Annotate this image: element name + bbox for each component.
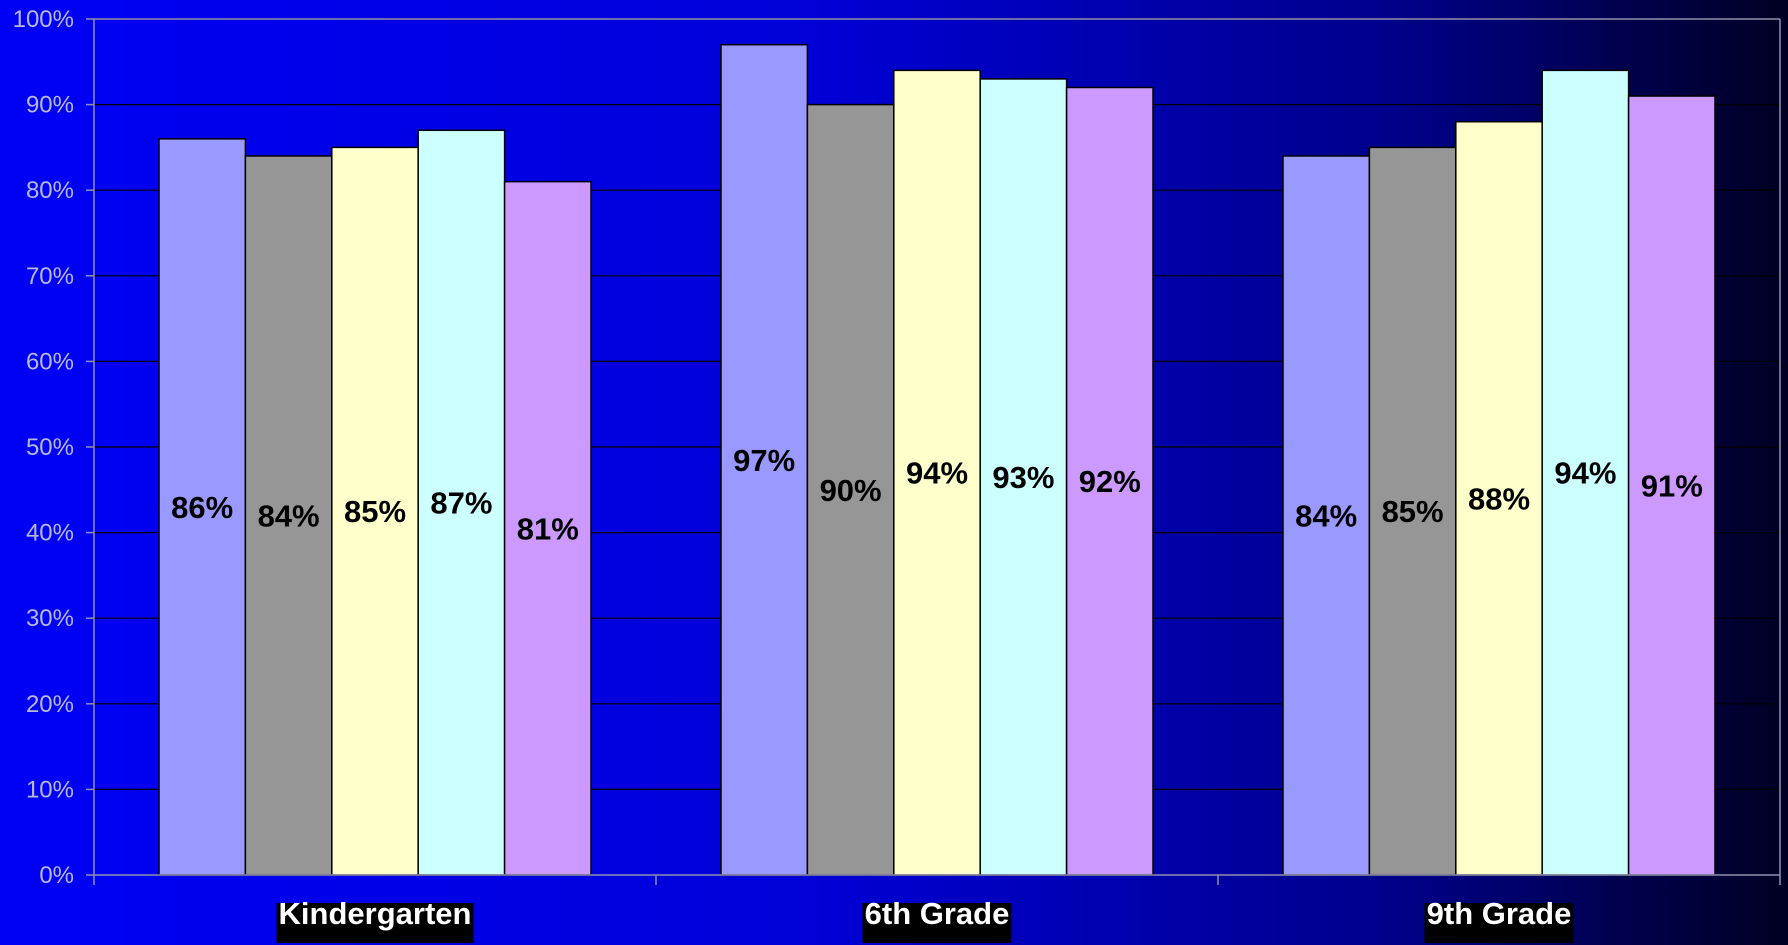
y-tick-label: 90% bbox=[26, 92, 74, 119]
bar bbox=[417, 129, 506, 876]
bar bbox=[503, 180, 592, 876]
category-labels: Kindergarten 6th Grade 9th Grade bbox=[276, 896, 1574, 943]
category-label: Kindergarten bbox=[279, 896, 472, 931]
data-label: 91% bbox=[1641, 469, 1703, 504]
bar bbox=[1065, 86, 1154, 876]
data-label: 81% bbox=[517, 511, 579, 546]
category-label: 6th Grade bbox=[865, 896, 1010, 931]
bar bbox=[1541, 69, 1630, 876]
y-tick-label: 100% bbox=[13, 6, 74, 33]
y-tick-label: 10% bbox=[26, 776, 74, 803]
bars bbox=[158, 43, 1716, 876]
category-label-bg bbox=[1424, 903, 1574, 943]
data-label: 88% bbox=[1468, 481, 1530, 516]
data-label: 94% bbox=[1554, 456, 1616, 491]
data-label: 97% bbox=[733, 443, 795, 478]
y-tick-label: 60% bbox=[26, 348, 74, 375]
y-tick-label: 30% bbox=[26, 605, 74, 632]
bar bbox=[1627, 95, 1716, 876]
category-label: 9th Grade bbox=[1427, 896, 1572, 931]
y-tick-label: 0% bbox=[39, 862, 74, 889]
data-label: 86% bbox=[171, 490, 233, 525]
data-label: 92% bbox=[1079, 464, 1141, 499]
y-tick-label: 40% bbox=[26, 520, 74, 547]
y-tick-label: 50% bbox=[26, 434, 74, 461]
data-label: 90% bbox=[820, 473, 882, 508]
axes bbox=[86, 18, 1781, 885]
data-label: 87% bbox=[430, 486, 492, 521]
bar bbox=[1455, 120, 1543, 876]
data-label: 85% bbox=[344, 494, 406, 529]
data-label: 94% bbox=[906, 456, 968, 491]
y-tick-label: 70% bbox=[26, 263, 74, 290]
bar bbox=[244, 155, 333, 876]
data-label: 84% bbox=[1295, 498, 1357, 533]
category-label-bg bbox=[862, 903, 1012, 943]
bar bbox=[979, 78, 1068, 876]
y-tick-labels: 0% 10% 20% 30% 40% 50% 60% 70% 80% 90% 100% bbox=[13, 6, 74, 889]
bar bbox=[720, 43, 809, 876]
data-label: 85% bbox=[1382, 494, 1444, 529]
bar bbox=[1282, 155, 1371, 876]
bar bbox=[1368, 146, 1457, 876]
bar bbox=[806, 103, 895, 876]
data-label: 93% bbox=[992, 460, 1054, 495]
data-label: 84% bbox=[258, 498, 320, 533]
y-tick-label: 20% bbox=[26, 691, 74, 718]
data-labels: 86% 84% 85% 87% 81% 97% 90% 94% 93% 92% 84% 85% 88% 9… bbox=[171, 443, 1703, 546]
category-label-bg bbox=[276, 903, 474, 943]
bar bbox=[893, 69, 981, 876]
y-tick-label: 80% bbox=[26, 177, 74, 204]
